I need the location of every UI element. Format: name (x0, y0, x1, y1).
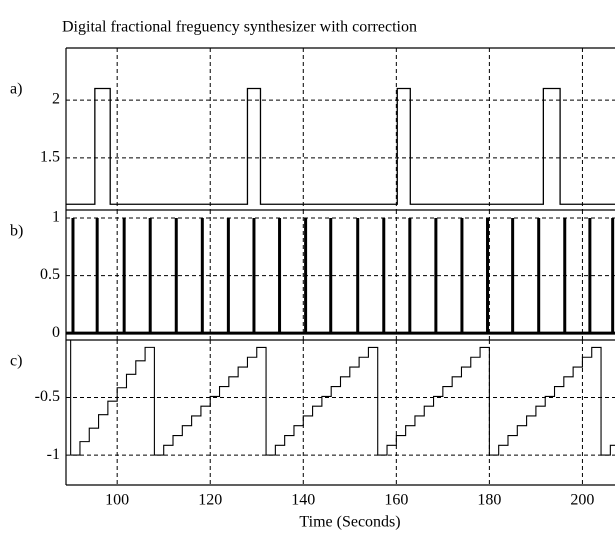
x-tick-label: 100 (105, 492, 129, 509)
panel-label: c) (10, 353, 22, 370)
y-tick-label: 1.5 (40, 149, 60, 166)
signal-line (66, 87, 615, 205)
panel-label: a) (10, 81, 22, 98)
y-tick-label: -1 (47, 446, 60, 463)
y-tick-label: 0.5 (40, 266, 60, 283)
y-tick-label: 1 (52, 209, 60, 226)
y-tick-label: 0 (52, 324, 60, 341)
x-tick-label: 120 (198, 492, 222, 509)
y-tick-label: 2 (52, 91, 60, 108)
x-tick-label: 160 (384, 492, 408, 509)
chart-title: Digital fractional freguency synthesizer… (62, 19, 417, 36)
x-tick-label: 140 (291, 492, 315, 509)
x-tick-label: 200 (570, 492, 594, 509)
y-tick-label: -0.5 (35, 388, 60, 405)
sawtooth-line (70, 340, 615, 456)
x-axis-label: Time (Seconds) (299, 514, 400, 531)
panel-label: b) (10, 223, 23, 240)
x-tick-label: 180 (477, 492, 501, 509)
